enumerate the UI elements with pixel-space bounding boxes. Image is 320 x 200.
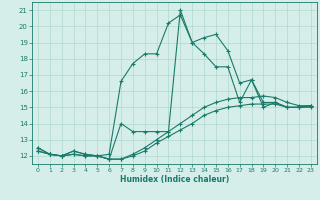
X-axis label: Humidex (Indice chaleur): Humidex (Indice chaleur) bbox=[120, 175, 229, 184]
